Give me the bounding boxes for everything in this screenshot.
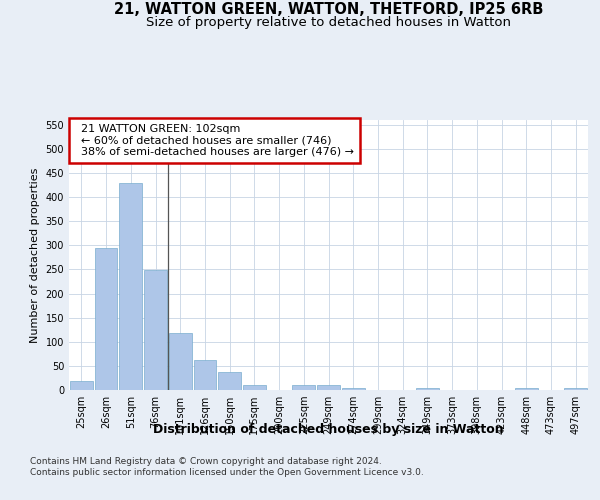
Bar bbox=[119, 182, 142, 390]
Bar bbox=[416, 388, 439, 390]
Bar bbox=[169, 333, 191, 390]
Text: Distribution of detached houses by size in Watton: Distribution of detached houses by size … bbox=[154, 422, 504, 436]
Bar bbox=[515, 388, 538, 390]
Bar bbox=[292, 384, 315, 390]
Text: 21 WATTON GREEN: 102sqm
  ← 60% of detached houses are smaller (746)
  38% of se: 21 WATTON GREEN: 102sqm ← 60% of detache… bbox=[74, 124, 354, 157]
Bar bbox=[218, 372, 241, 390]
Text: Size of property relative to detached houses in Watton: Size of property relative to detached ho… bbox=[146, 16, 511, 29]
Bar bbox=[194, 360, 216, 390]
Bar bbox=[243, 385, 266, 390]
Bar bbox=[144, 270, 167, 390]
Bar bbox=[564, 388, 587, 390]
Bar bbox=[95, 248, 118, 390]
Y-axis label: Number of detached properties: Number of detached properties bbox=[30, 168, 40, 342]
Bar bbox=[342, 388, 365, 390]
Bar bbox=[317, 384, 340, 390]
Text: 21, WATTON GREEN, WATTON, THETFORD, IP25 6RB: 21, WATTON GREEN, WATTON, THETFORD, IP25… bbox=[114, 2, 544, 18]
Text: Contains HM Land Registry data © Crown copyright and database right 2024.
Contai: Contains HM Land Registry data © Crown c… bbox=[30, 458, 424, 477]
Bar bbox=[70, 382, 93, 390]
